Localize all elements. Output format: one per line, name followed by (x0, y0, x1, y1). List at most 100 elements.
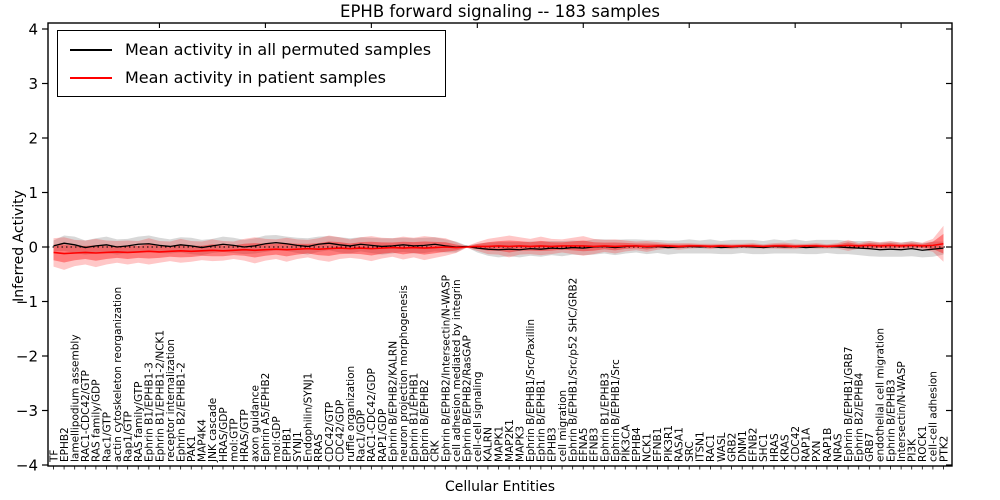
y-axis-label: Inferred Activity (11, 190, 27, 302)
x-tick-label: ROCK1 (917, 426, 929, 462)
x-tick-label: Ephrin B/EPHB2/RasGAP (462, 335, 474, 462)
x-tick-label: WASL (716, 432, 728, 462)
x-tick-label: PIK3R1 (663, 425, 675, 462)
x-tick-label: cell migration (557, 390, 569, 462)
x-tick-label: KALRN (483, 427, 495, 462)
x-tick-label: PAK1 (186, 436, 198, 462)
x-tick-label: cell adhesion mediated by integrin (451, 279, 463, 462)
x-tick-label: cell-cell signaling (472, 371, 484, 462)
x-tick-label: RAC1-CDC42/GTP (80, 370, 92, 462)
x-tick-label: MAP4K4 (197, 419, 209, 462)
band-patient-inner (53, 233, 944, 263)
x-tick-label: Ephrin A5/EPHB2 (260, 373, 272, 462)
legend-label: Mean activity in patient samples (125, 68, 386, 87)
chart-title: EPHB forward signaling -- 183 samples (340, 2, 660, 21)
y-tick-label: −1 (16, 293, 38, 311)
x-tick-label: ruffle organization (345, 366, 357, 462)
band-patient-outer (53, 225, 944, 270)
legend-label: Mean activity in all permuted samples (125, 40, 432, 59)
x-tick-label: GRB2 (726, 433, 738, 462)
x-tick-label: HRAS/GTP (239, 409, 251, 462)
y-tick-label: 0 (28, 239, 38, 257)
x-tick-label: mol:GDP (271, 416, 283, 462)
x-tick-label: PTK2 (938, 436, 950, 462)
x-tick-label: CDC42/GDP (334, 400, 346, 462)
x-tick-label: TF (48, 450, 60, 463)
x-tick-label: PI3K (907, 438, 919, 462)
x-tick-label: SRC (684, 441, 696, 462)
y-tick-label: 1 (28, 184, 38, 202)
legend-line-sample-black (70, 48, 112, 51)
x-tick-label: endothelial cell migration (875, 328, 887, 462)
x-tick-label: Ephrin B/EPHB1/Src (610, 359, 622, 462)
plot-frame (47, 22, 953, 467)
x-tick-label: EPHB2 (59, 427, 71, 462)
x-tick-label: actin cytoskeleton reorganization (112, 287, 124, 462)
x-tick-label: NRAS (832, 433, 844, 462)
x-tick-label: Rac1/GDP (356, 410, 368, 462)
x-tick-label: RAS family/GTP (133, 381, 145, 462)
x-tick-label: CDC42/GTP (324, 402, 336, 462)
y-tick-label: −2 (16, 348, 38, 366)
x-tick-label: Ephrin B/EPHB3 (885, 379, 897, 462)
x-tick-label: DNM1 (737, 430, 749, 462)
legend-item-permuted: Mean activity in all permuted samples (70, 39, 431, 60)
x-tick-label: Rac1/GTP (101, 412, 113, 462)
x-tick-label: Ephrin B/EPHB1/Src/Paxillin (525, 319, 537, 462)
x-tick-label: EPHB1 (281, 427, 293, 462)
x-tick-label: RASA1 (673, 427, 685, 462)
x-tick-label: neuron projection morphogenesis (398, 285, 410, 462)
y-tick-label: 2 (28, 130, 38, 148)
x-tick-label: RRAS (313, 434, 325, 462)
x-tick-label: CDC42 (790, 426, 802, 462)
legend-item-patient: Mean activity in patient samples (70, 67, 431, 88)
x-tick-label: Ephrin B1/EPHB1-2/NCK1 (154, 330, 166, 462)
x-tick-label: GRB7 (864, 433, 876, 462)
x-tick-label: Ephrin B/EPHB2/KALRN (387, 341, 399, 462)
x-tick-label: KRAS (779, 434, 791, 462)
x-tick-label: SHC1 (758, 433, 770, 462)
x-tick-label: RAP1/GDP (377, 409, 389, 462)
y-tick-label: 3 (28, 75, 38, 93)
x-axis-label: Cellular Entities (444, 479, 556, 495)
x-tick-label: axon guidance (250, 385, 262, 462)
x-tick-label: Ephrin B/EPHB2/Intersectin/N-WASP (440, 275, 452, 462)
x-tick-label: Ephrin B2/EPHB4 (854, 372, 866, 462)
x-tick-label: cell-cell adhesion (928, 371, 940, 462)
x-tick-label: Ephrin B1/EPHB3 (599, 373, 611, 462)
x-tick-label: MAP2K1 (504, 419, 516, 462)
x-tick-label: Ephrin B/EPHB2 (419, 379, 431, 462)
x-tick-label: NCK1 (642, 433, 654, 462)
x-tick-label: Rap1/GTP (122, 411, 134, 462)
x-tick-label: EPHB3 (546, 427, 558, 462)
line-patient-mean (53, 242, 944, 255)
x-tick-label: HRAS (769, 433, 781, 462)
x-tick-label: RAC1-CDC42/GDP (366, 368, 378, 462)
x-tick-label: ITSN1 (695, 431, 707, 462)
x-tick-label: Intersectin/N-WASP (896, 361, 908, 462)
y-tick-label: −4 (16, 457, 38, 475)
x-tick-label: RAS family/GDP (91, 379, 103, 462)
x-tick-label: PXN (811, 441, 823, 462)
x-tick-label: Ephrin B/EPHB1/Src/p52 SHC/GRB2 (567, 278, 579, 462)
x-tick-label: lamellipodium assembly (69, 334, 81, 462)
x-tick-label: Ephrin B1/EPHB1-3 (144, 362, 156, 462)
x-tick-label: Endophilin/SYNJ1 (303, 373, 315, 462)
x-tick-label: mol:GTP (228, 418, 240, 462)
legend-line-sample-red (70, 76, 112, 79)
x-tick-label: PIK3CA (620, 424, 632, 462)
x-tick-label: CRK (430, 439, 442, 462)
x-tick-label: EFNB3 (589, 428, 601, 462)
x-tick-label: Ephrin B/EPHB1/GRB7 (843, 346, 855, 462)
x-tick-label: RAP1A (801, 427, 813, 462)
x-tick-label: Ephrin B/EPHB1 (536, 379, 548, 462)
x-tick-label: SYNJ1 (292, 431, 304, 462)
legend: Mean activity in all permuted samples Me… (57, 30, 447, 97)
x-tick-label: EFNA5 (578, 428, 590, 462)
x-tick-label: JNK cascade (207, 398, 219, 463)
y-tick-label: −3 (16, 402, 38, 420)
x-tick-label: EPHB4 (631, 427, 643, 462)
x-tick-label: MAPK3 (514, 426, 526, 462)
